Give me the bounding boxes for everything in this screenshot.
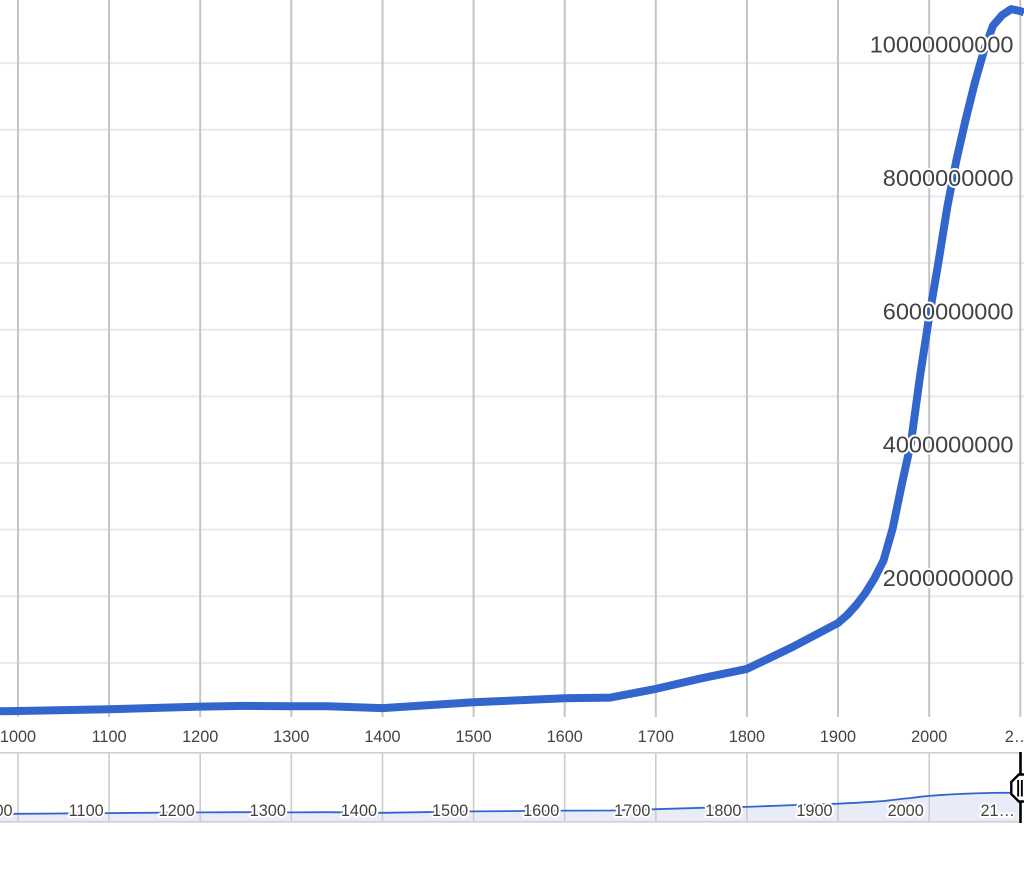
- svg-text:1300: 1300: [250, 802, 286, 820]
- svg-text:1600: 1600: [523, 802, 559, 820]
- svg-text:1600: 1600: [547, 728, 583, 746]
- svg-text:1200: 1200: [182, 728, 218, 746]
- svg-text:6000000000: 6000000000: [883, 298, 1014, 324]
- svg-text:8000000000: 8000000000: [883, 165, 1014, 191]
- svg-text:1500: 1500: [455, 728, 491, 746]
- svg-text:1000: 1000: [0, 802, 13, 820]
- svg-text:2…: 2…: [1005, 728, 1024, 746]
- svg-text:1000: 1000: [0, 728, 36, 746]
- svg-text:10000000000: 10000000000: [870, 32, 1014, 58]
- svg-text:2000000000: 2000000000: [883, 565, 1014, 591]
- svg-text:1100: 1100: [69, 802, 104, 820]
- svg-text:1300: 1300: [273, 728, 309, 746]
- svg-text:1200: 1200: [159, 802, 195, 820]
- svg-text:2000: 2000: [911, 728, 947, 746]
- svg-text:4000000000: 4000000000: [883, 432, 1014, 458]
- svg-text:1700: 1700: [638, 728, 674, 746]
- svg-text:1400: 1400: [364, 728, 400, 746]
- svg-text:2000: 2000: [888, 802, 924, 820]
- svg-text:1700: 1700: [614, 802, 650, 820]
- svg-text:1900: 1900: [820, 728, 856, 746]
- svg-text:1500: 1500: [432, 802, 468, 820]
- svg-text:1400: 1400: [341, 802, 377, 820]
- svg-text:1800: 1800: [705, 802, 741, 820]
- svg-text:1100: 1100: [92, 728, 127, 746]
- svg-text:1800: 1800: [729, 728, 765, 746]
- svg-text:21…: 21…: [980, 802, 1014, 820]
- svg-text:1900: 1900: [796, 802, 832, 820]
